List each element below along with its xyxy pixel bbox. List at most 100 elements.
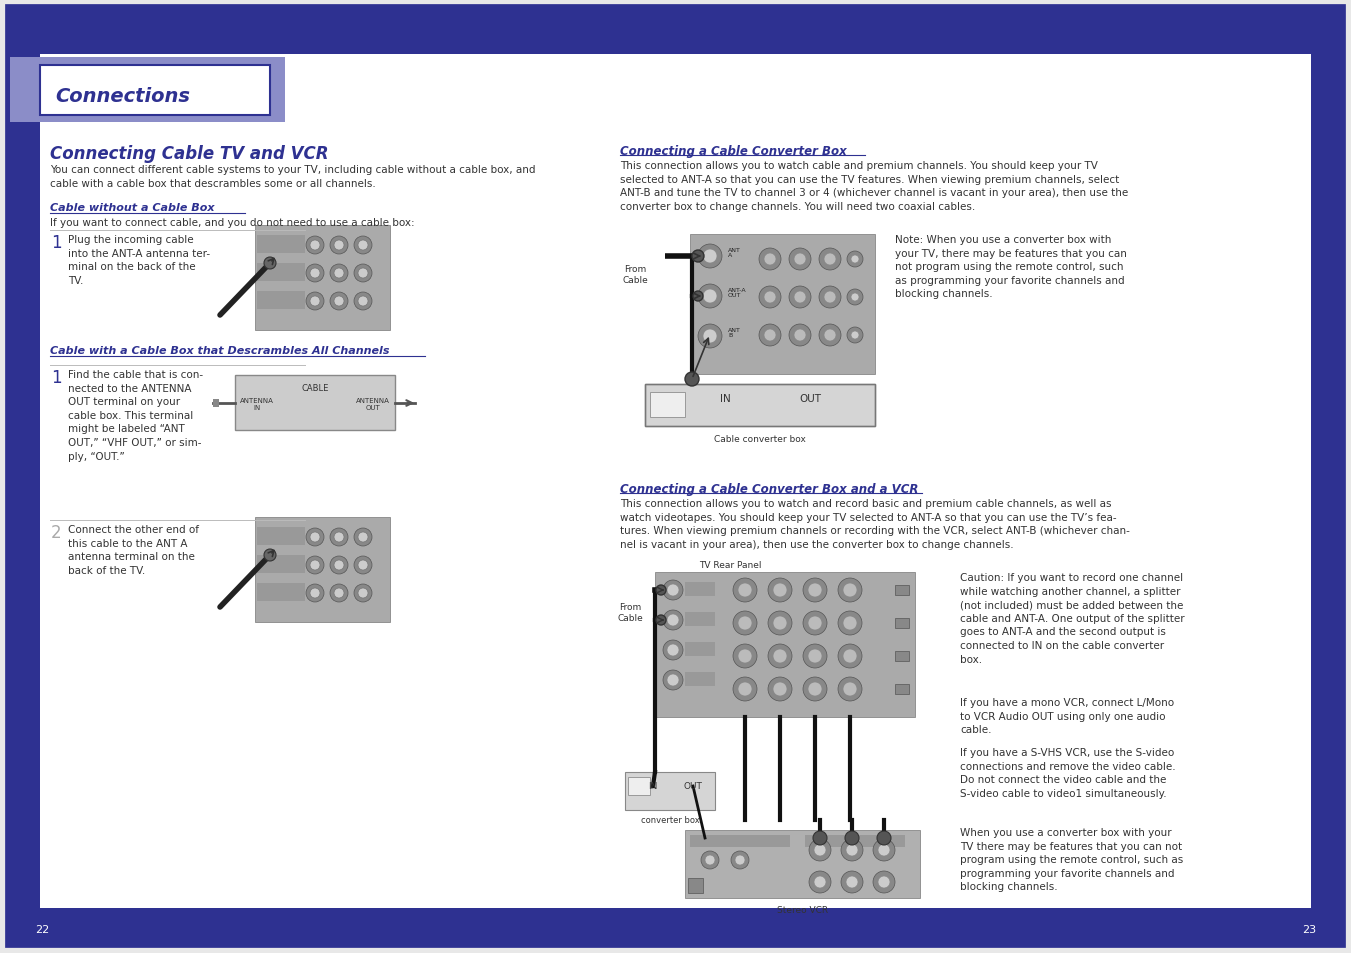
Bar bbox=[685, 830, 920, 898]
Circle shape bbox=[738, 682, 753, 697]
Bar bbox=[255, 226, 390, 331]
Circle shape bbox=[305, 584, 324, 602]
Circle shape bbox=[731, 851, 748, 869]
Circle shape bbox=[698, 285, 721, 309]
Bar bbox=[257, 583, 305, 601]
Circle shape bbox=[354, 584, 372, 602]
Circle shape bbox=[354, 265, 372, 283]
Bar bbox=[685, 642, 715, 657]
Text: OUT: OUT bbox=[684, 781, 703, 791]
Circle shape bbox=[813, 831, 827, 845]
Circle shape bbox=[846, 876, 858, 888]
Circle shape bbox=[334, 269, 345, 278]
Circle shape bbox=[824, 330, 836, 341]
Circle shape bbox=[358, 241, 367, 251]
Bar bbox=[257, 235, 305, 253]
Circle shape bbox=[334, 241, 345, 251]
Bar bbox=[690, 234, 875, 375]
Bar bbox=[257, 527, 305, 545]
Circle shape bbox=[663, 610, 684, 630]
Circle shape bbox=[305, 557, 324, 575]
Circle shape bbox=[667, 644, 680, 657]
Circle shape bbox=[808, 682, 821, 697]
Bar bbox=[628, 778, 650, 795]
Circle shape bbox=[334, 560, 345, 571]
Circle shape bbox=[838, 578, 862, 602]
Circle shape bbox=[358, 560, 367, 571]
Circle shape bbox=[851, 332, 859, 339]
Circle shape bbox=[330, 529, 349, 546]
Circle shape bbox=[734, 612, 757, 636]
Text: Connecting a Cable Converter Box and a VCR: Connecting a Cable Converter Box and a V… bbox=[620, 482, 919, 496]
Circle shape bbox=[703, 290, 717, 304]
Text: ANTENNA
OUT: ANTENNA OUT bbox=[357, 397, 390, 411]
Circle shape bbox=[802, 678, 827, 701]
Circle shape bbox=[789, 249, 811, 271]
Circle shape bbox=[330, 265, 349, 283]
Circle shape bbox=[847, 252, 863, 268]
Circle shape bbox=[759, 325, 781, 347]
Circle shape bbox=[873, 840, 894, 862]
Bar bbox=[1310, 55, 1342, 943]
Circle shape bbox=[657, 585, 666, 596]
Text: 2: 2 bbox=[51, 523, 62, 541]
Circle shape bbox=[843, 649, 857, 663]
Circle shape bbox=[693, 292, 703, 302]
Circle shape bbox=[809, 871, 831, 893]
Circle shape bbox=[738, 649, 753, 663]
Bar bbox=[655, 573, 915, 718]
Circle shape bbox=[794, 292, 807, 304]
Circle shape bbox=[701, 851, 719, 869]
Circle shape bbox=[309, 588, 320, 598]
Text: Plug the incoming cable
into the ANT-A antenna ter-
minal on the back of the
TV.: Plug the incoming cable into the ANT-A a… bbox=[68, 234, 211, 286]
Bar bbox=[644, 385, 875, 427]
Bar bbox=[255, 517, 390, 622]
Circle shape bbox=[734, 578, 757, 602]
Circle shape bbox=[657, 616, 666, 625]
Text: Cable without a Cable Box: Cable without a Cable Box bbox=[50, 203, 215, 213]
Text: IN: IN bbox=[648, 781, 658, 791]
Bar bbox=[235, 375, 394, 431]
Circle shape bbox=[738, 617, 753, 630]
Circle shape bbox=[838, 644, 862, 668]
Text: 23: 23 bbox=[1302, 924, 1316, 934]
Bar bbox=[894, 585, 909, 596]
Text: Stereo VCR: Stereo VCR bbox=[777, 905, 828, 914]
Bar bbox=[685, 613, 715, 626]
Bar bbox=[650, 393, 685, 417]
Circle shape bbox=[773, 617, 788, 630]
Bar bbox=[41, 66, 270, 116]
Text: When you use a converter box with your
TV there may be features that you can not: When you use a converter box with your T… bbox=[961, 827, 1183, 891]
Circle shape bbox=[358, 533, 367, 542]
Text: IN: IN bbox=[720, 394, 731, 403]
Text: ANT
A: ANT A bbox=[728, 248, 740, 258]
Circle shape bbox=[824, 253, 836, 266]
Text: 1: 1 bbox=[51, 369, 62, 387]
Circle shape bbox=[789, 287, 811, 309]
Bar bbox=[257, 292, 305, 310]
Circle shape bbox=[305, 293, 324, 311]
Circle shape bbox=[851, 294, 859, 302]
Text: Connect the other end of
this cable to the ANT A
antenna terminal on the
back of: Connect the other end of this cable to t… bbox=[68, 524, 199, 576]
Text: Note: When you use a converter box with
your TV, there may be features that you : Note: When you use a converter box with … bbox=[894, 234, 1127, 299]
Circle shape bbox=[843, 583, 857, 598]
Circle shape bbox=[735, 855, 744, 865]
Circle shape bbox=[808, 583, 821, 598]
Text: From
Cable: From Cable bbox=[617, 602, 643, 622]
Text: CABLE: CABLE bbox=[301, 384, 328, 393]
Text: This connection allows you to watch cable and premium channels. You should keep : This connection allows you to watch cabl… bbox=[620, 161, 1128, 212]
Circle shape bbox=[698, 325, 721, 349]
Text: TV Rear Panel: TV Rear Panel bbox=[698, 560, 761, 569]
Circle shape bbox=[794, 330, 807, 341]
Bar bbox=[213, 399, 219, 408]
Circle shape bbox=[802, 612, 827, 636]
Circle shape bbox=[878, 844, 890, 856]
Text: Connecting a Cable Converter Box: Connecting a Cable Converter Box bbox=[620, 145, 847, 158]
Circle shape bbox=[305, 529, 324, 546]
Bar bbox=[257, 264, 305, 282]
Circle shape bbox=[698, 245, 721, 269]
Circle shape bbox=[809, 840, 831, 862]
Circle shape bbox=[773, 682, 788, 697]
Bar bbox=[9, 908, 1342, 943]
Circle shape bbox=[358, 588, 367, 598]
